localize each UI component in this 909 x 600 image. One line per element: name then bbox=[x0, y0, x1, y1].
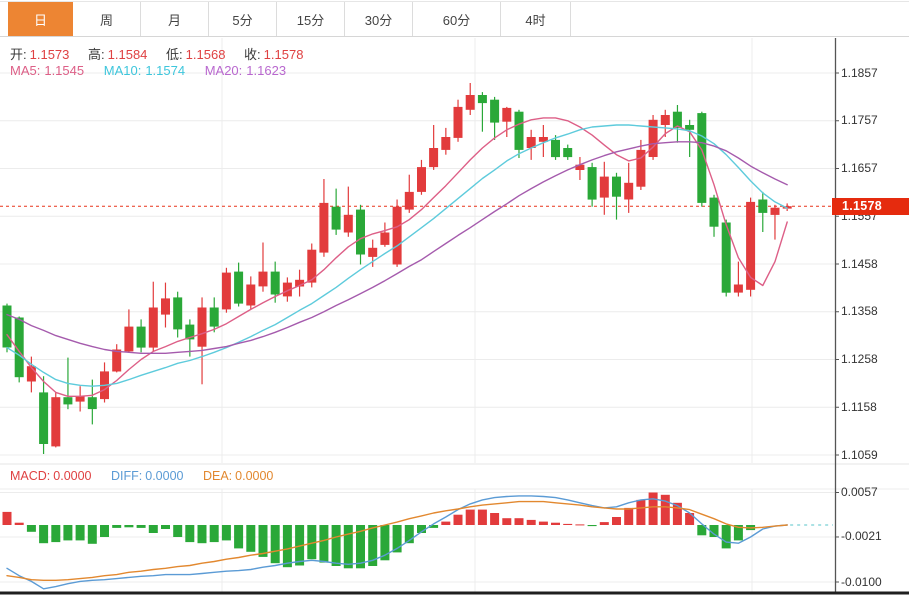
price-axis-label: 1.1258 bbox=[841, 352, 878, 366]
tab-15min[interactable]: 15分 bbox=[277, 2, 345, 36]
macd-axis-label: 0.0057 bbox=[841, 485, 878, 499]
ma20-legend: MA20: 1.1623 bbox=[204, 63, 287, 78]
high-readout: 高: 1.1584 bbox=[88, 47, 148, 62]
dea-value-readout: DEA: 0.0000 bbox=[202, 469, 274, 483]
tab-5min[interactable]: 5分 bbox=[209, 2, 277, 36]
tab-day[interactable]: 日 bbox=[8, 2, 73, 36]
ma5-legend: MA5: 1.1545 bbox=[10, 63, 85, 78]
tab-30min[interactable]: 30分 bbox=[345, 2, 413, 36]
low-readout: 低: 1.1568 bbox=[166, 47, 226, 62]
timeframe-tabbar: 日 周 月 5分 15分 30分 60分 4时 bbox=[0, 1, 909, 37]
price-axis-label: 1.1458 bbox=[841, 256, 878, 271]
close-readout: 收: 1.1578 bbox=[244, 47, 304, 62]
tab-month[interactable]: 月 bbox=[141, 2, 209, 36]
price-axis-label: 1.1857 bbox=[841, 65, 878, 80]
ma-legend: MA5: 1.1545 MA10: 1.1574 MA20: 1.1623 bbox=[10, 63, 302, 78]
price-axis-label: 1.1059 bbox=[841, 447, 878, 462]
tab-60min[interactable]: 60分 bbox=[413, 2, 501, 36]
diff-value-readout: DIFF: 0.0000 bbox=[111, 469, 184, 483]
price-axis-label: 1.1358 bbox=[841, 304, 878, 319]
tab-4hour[interactable]: 4时 bbox=[501, 2, 571, 36]
ma10-legend: MA10: 1.1574 bbox=[103, 63, 186, 78]
ohlc-readout: 开: 1.1573 高: 1.1584 低: 1.1568 收: 1.1578 bbox=[10, 44, 318, 63]
price-axis-label: 1.1657 bbox=[841, 161, 878, 175]
open-readout: 开: 1.1573 bbox=[10, 47, 70, 62]
price-axis-label: 1.1757 bbox=[841, 113, 878, 128]
macd-legend: MACD: 0.0000 DIFF: 0.0000 DEA: 0.0000 bbox=[10, 469, 289, 483]
tab-week[interactable]: 周 bbox=[73, 2, 141, 36]
price-axis-label: 1.1158 bbox=[841, 399, 877, 414]
current-price-badge: 1.1578 bbox=[832, 197, 909, 215]
macd-value-readout: MACD: 0.0000 bbox=[10, 469, 92, 483]
macd-axis-label: -0.0100 bbox=[841, 574, 882, 589]
macd-axis-label: -0.0021 bbox=[841, 529, 882, 544]
